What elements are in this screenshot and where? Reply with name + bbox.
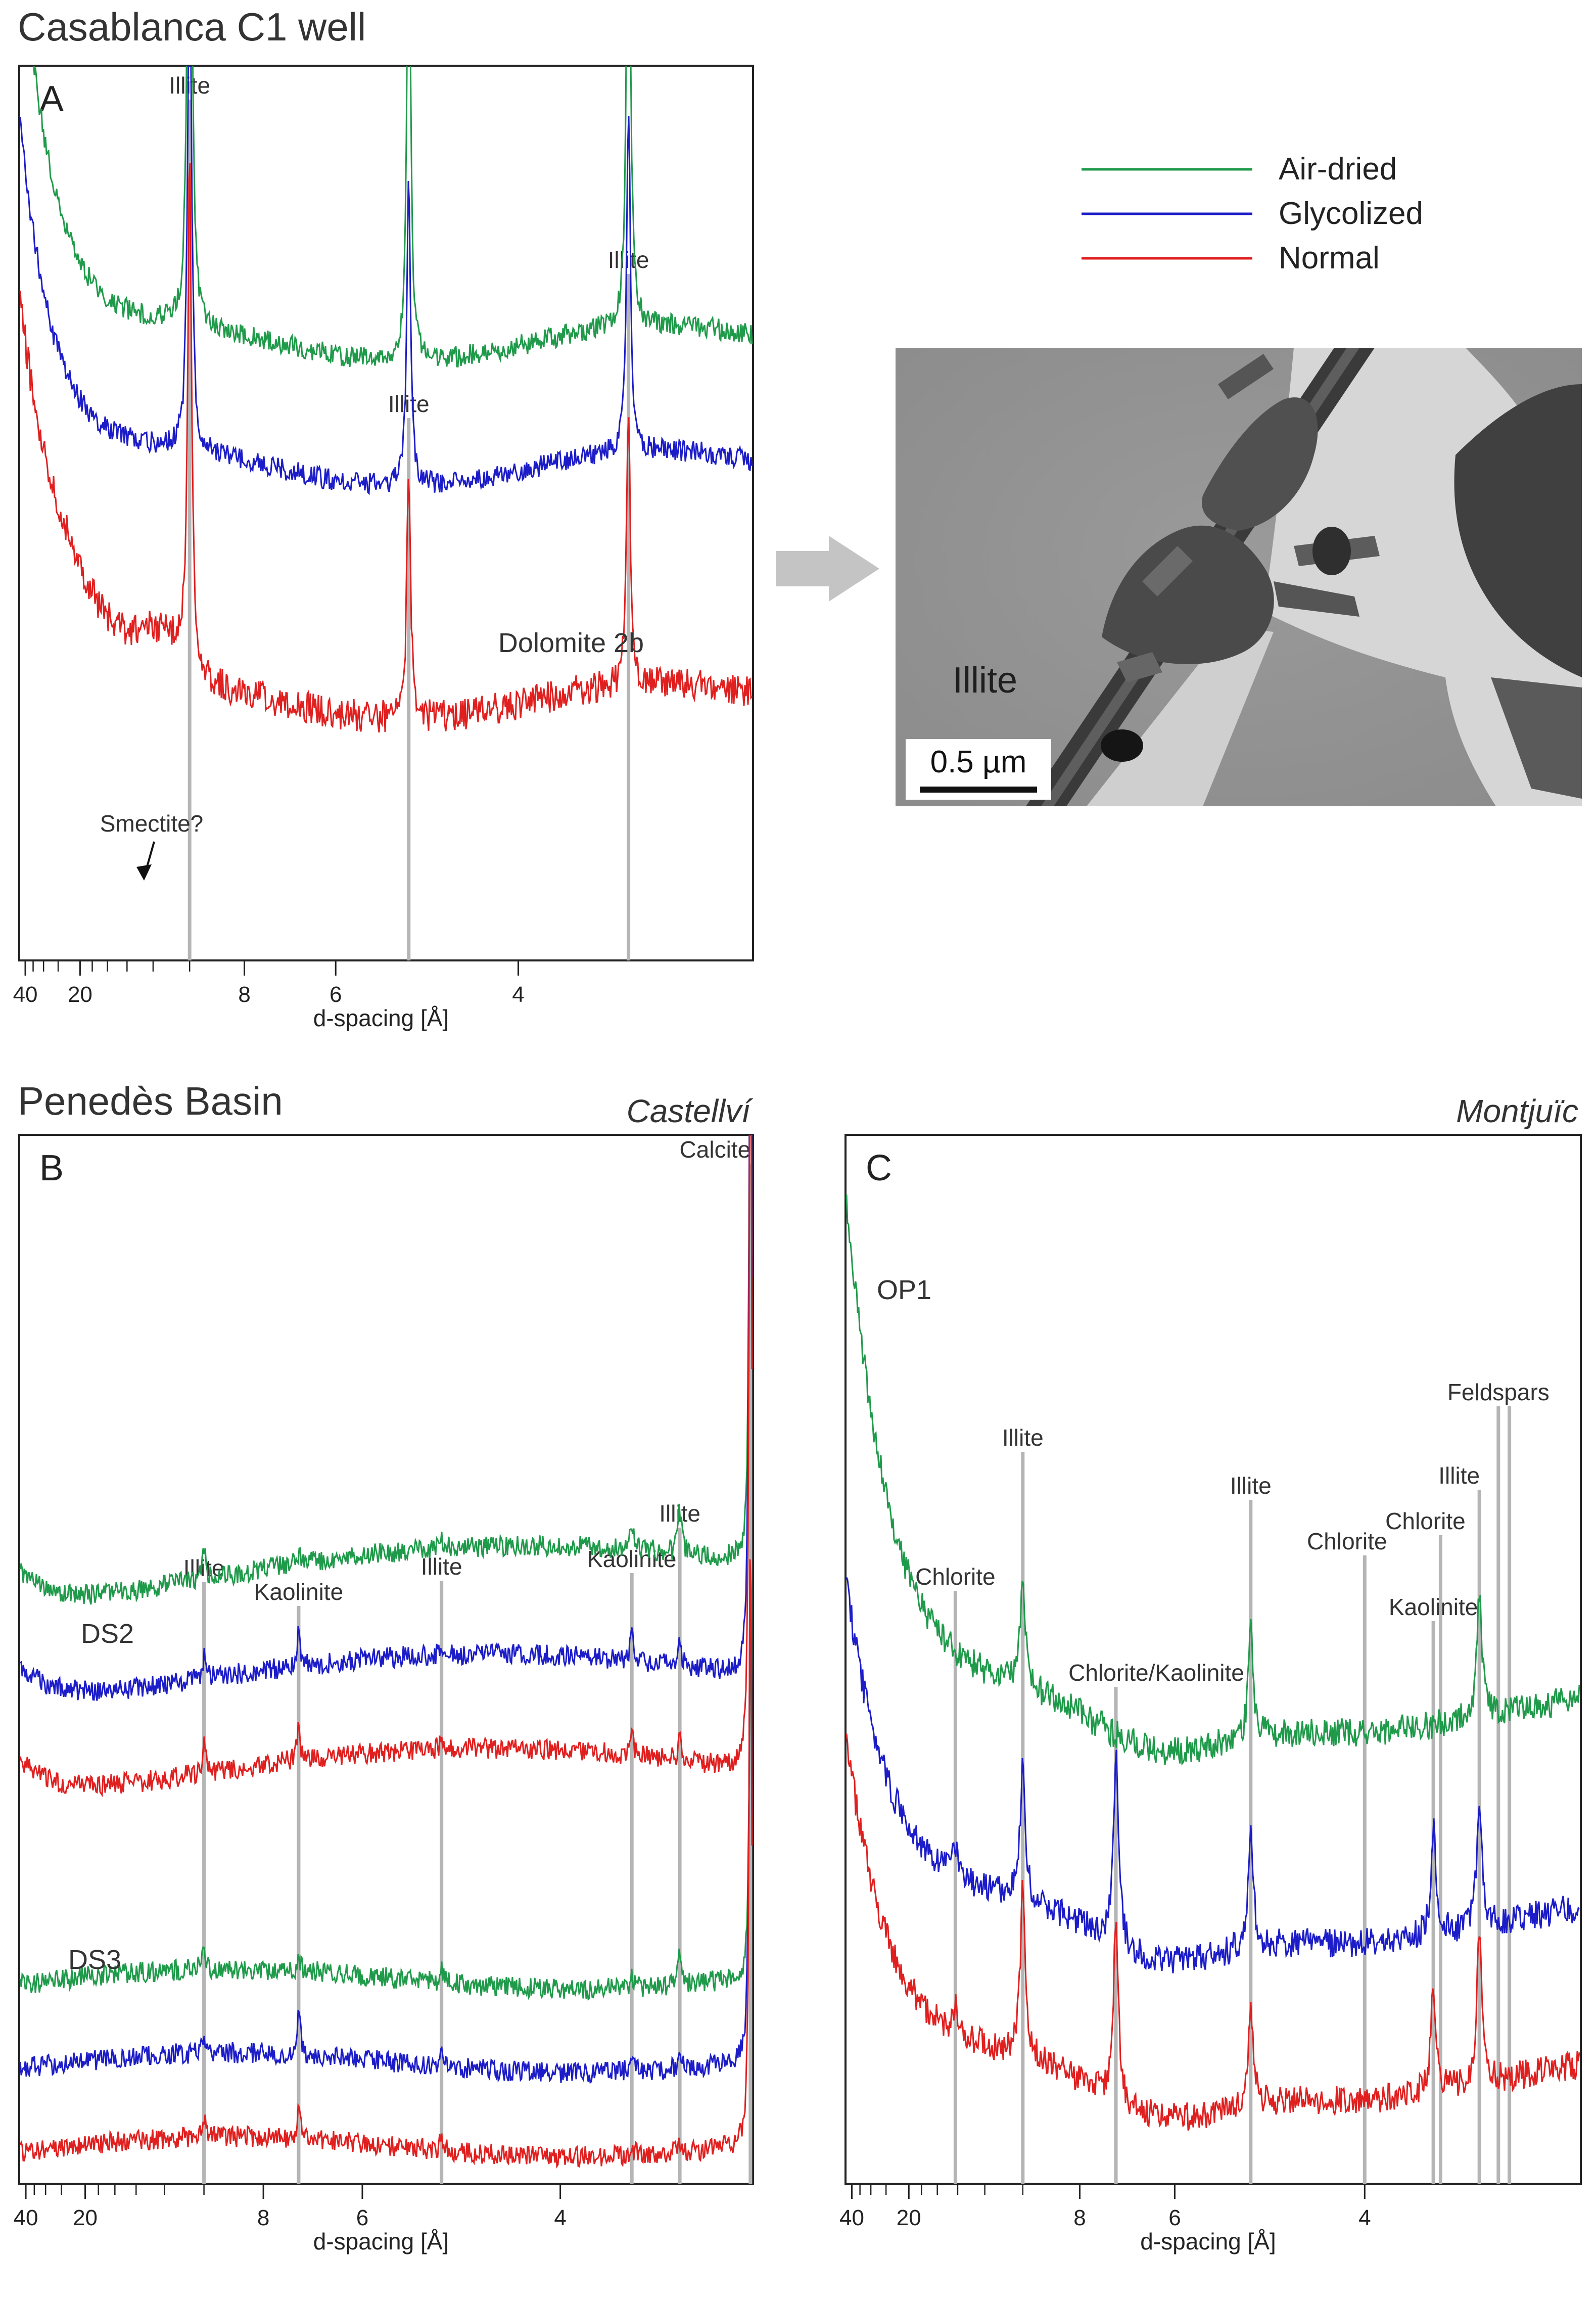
- location-label-b: Castellví: [627, 1093, 754, 1129]
- panel-c: C Montjuïc 40 20 8 6 4 d-spacing [Å] Chlorite Ill…: [839, 1093, 1580, 2255]
- x-axis-b: 40 20 8 6 4 d-spacing [Å]: [14, 2184, 567, 2255]
- annotation-smectite: Smectite?: [100, 810, 204, 837]
- peak-label-illite-0: Illite: [169, 72, 210, 99]
- tick-label-20: 20: [68, 982, 92, 1007]
- peak-label-chlorite-6: Chlorite: [1385, 1508, 1466, 1534]
- tick-label-40: 40: [13, 982, 38, 1007]
- series-air-dried-op1: [846, 1194, 1580, 1766]
- series-normal-ds3: [19, 1559, 753, 2169]
- legend-label-1: Glycolized: [1279, 196, 1423, 231]
- peak-label-illite-3: Illite: [1230, 1473, 1272, 1499]
- series-air-dried: [33, 66, 753, 367]
- series-normal-ds2: [19, 1135, 753, 1798]
- peak-label-illite-2: Illite: [608, 247, 649, 273]
- panel-c-frame: [844, 1134, 1582, 2185]
- panel-letter-a: A: [39, 79, 64, 119]
- tick-label-4: 4: [554, 2205, 566, 2230]
- tick-label-4: 4: [512, 982, 524, 1007]
- tick-label-40: 40: [14, 2205, 38, 2230]
- series-air-dried-ds3: [19, 1638, 753, 2001]
- peak-label-chlorite-0: Chlorite: [915, 1563, 996, 1590]
- panel-a-frame: [18, 65, 754, 961]
- location-label-c: Montjuïc: [1456, 1093, 1578, 1129]
- section-title-casablanca: Casablanca C1 well: [18, 5, 366, 49]
- peak-label-kaolinite-1: Kaolinite: [254, 1579, 343, 1605]
- arrow-head-icon: [136, 864, 152, 881]
- peak-label-feldspars-8: Feldspars: [1447, 1379, 1550, 1405]
- x-axis-label-c: d-spacing [Å]: [1140, 2228, 1276, 2255]
- micrograph-label: Illite: [953, 660, 1017, 701]
- panel-letter-c: C: [866, 1148, 892, 1188]
- scale-bar-label: 0.5 µm: [930, 745, 1027, 779]
- panel-b: B Castellví 40 20 8 6 4 d-spacing [Å] Illite Kaol…: [14, 1093, 754, 2255]
- annotation-dolomite-2b: Dolomite 2b: [498, 628, 644, 658]
- peak-label-illite-2: Illite: [421, 1553, 462, 1580]
- peak-label-illite-1: Illite: [1002, 1424, 1044, 1451]
- tick-label-40: 40: [839, 2205, 864, 2230]
- series-normal-op1: [846, 1733, 1580, 2131]
- peak-label-chlorite-kaolinite-2: Chlorite/Kaolinite: [1068, 1660, 1244, 1686]
- peak-label-chlorite-4: Chlorite: [1307, 1528, 1387, 1554]
- tick-label-6: 6: [330, 982, 342, 1007]
- tick-label-20: 20: [73, 2205, 98, 2230]
- peak-label-illite-7: Illite: [1438, 1462, 1480, 1489]
- series-glycolized-ds3: [19, 1570, 753, 2084]
- sample-label-op1: OP1: [877, 1275, 931, 1305]
- peak-label-kaolinite-5: Kaolinite: [1389, 1594, 1478, 1620]
- tick-label-20: 20: [897, 2205, 921, 2230]
- arrow-icon: [776, 536, 879, 602]
- sample-label-ds2: DS2: [81, 1619, 134, 1649]
- peak-label-illite-1: Illite: [388, 391, 430, 417]
- series-glycolized: [19, 66, 753, 495]
- tick-label-8: 8: [1073, 2205, 1086, 2230]
- x-axis-a: 40 20 8 6 4 d-spacing [Å]: [13, 960, 525, 1031]
- tick-label-4: 4: [1358, 2205, 1371, 2230]
- tick-label-6: 6: [1168, 2205, 1181, 2230]
- section-title-penedes: Penedès Basin: [18, 1079, 283, 1123]
- peak-label-illite-0: Illite: [183, 1555, 225, 1581]
- series-normal: [19, 163, 753, 733]
- x-axis-label-a: d-spacing [Å]: [313, 1005, 449, 1031]
- x-axis-c: 40 20 8 6 4 d-spacing [Å]: [839, 2184, 1371, 2255]
- legend: Air-dried Glycolized Normal: [1082, 152, 1423, 275]
- tick-label-6: 6: [356, 2205, 368, 2230]
- panel-letter-b: B: [39, 1148, 64, 1188]
- panel-b-frame: [18, 1134, 754, 2185]
- peak-label-calcite-5: Calcite: [680, 1136, 751, 1163]
- legend-label-2: Normal: [1279, 241, 1380, 275]
- series-air-dried-ds2: [19, 1135, 753, 1605]
- micrograph: 0.5 µm Illite: [896, 348, 1582, 806]
- legend-label-0: Air-dried: [1279, 152, 1397, 187]
- tick-label-8: 8: [238, 982, 250, 1007]
- tick-label-8: 8: [257, 2205, 269, 2230]
- series-glycolized-ds2: [20, 1135, 753, 1701]
- panel-a: A 40 20 8 6 4 d-spacing [Å] Illite Illite Illite D…: [13, 66, 753, 1031]
- sample-label-ds3: DS3: [68, 1945, 121, 1975]
- x-axis-label-b: d-spacing [Å]: [313, 2228, 449, 2255]
- series-glycolized-op1: [846, 1577, 1580, 1973]
